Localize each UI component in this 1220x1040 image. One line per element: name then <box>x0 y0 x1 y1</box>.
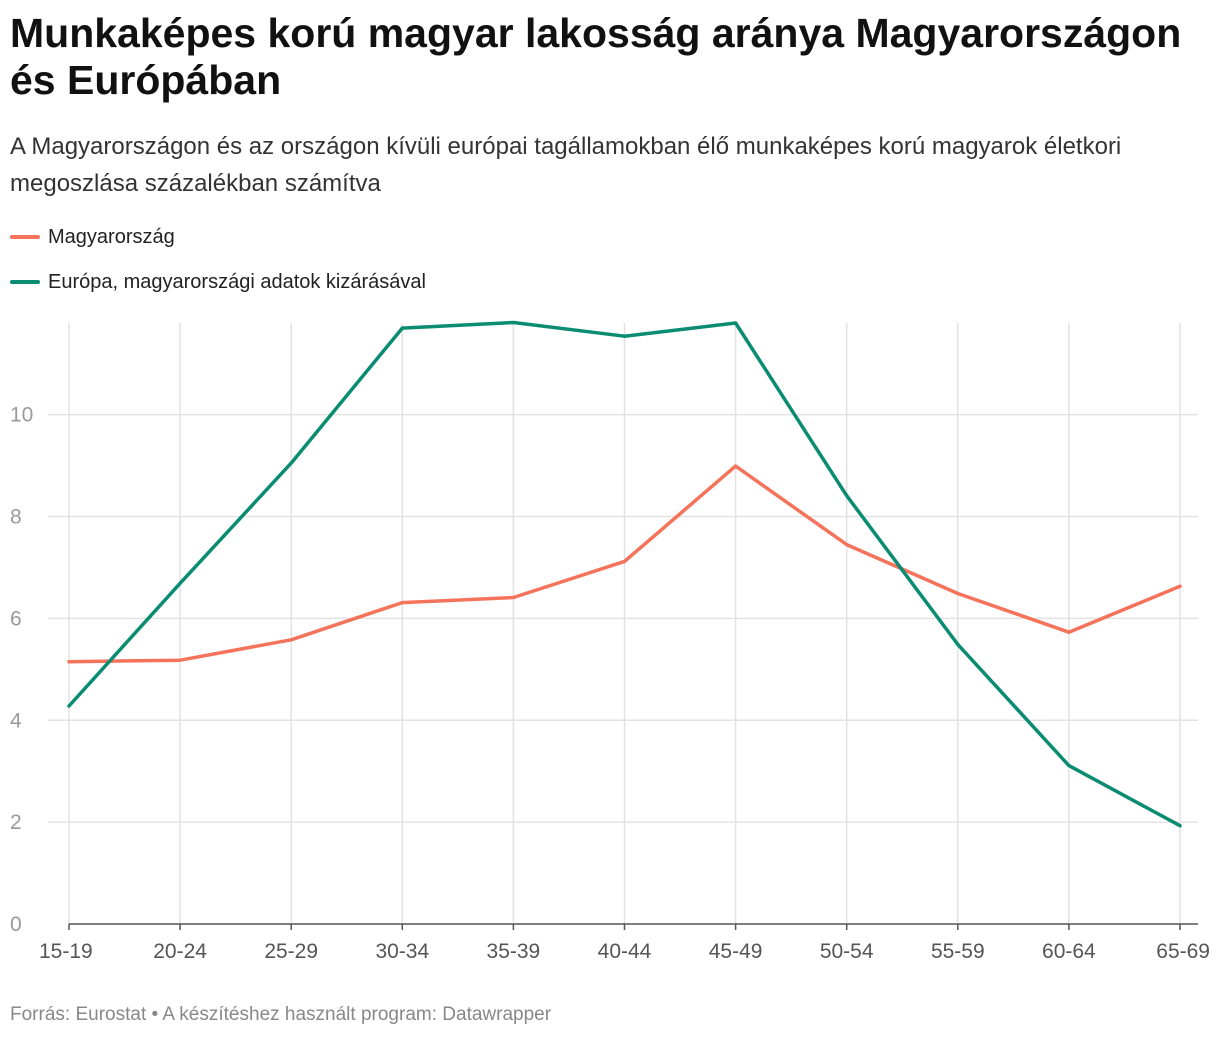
data-point-europe-55-59 <box>956 642 960 646</box>
data-point-europe-40-44 <box>622 334 627 338</box>
data-point-europe-60-64 <box>1067 764 1071 768</box>
footer-separator: • <box>151 1004 159 1025</box>
legend-label-hungary: Magyarország <box>48 225 175 248</box>
data-point-europe-20-24 <box>178 581 182 585</box>
data-point-hungary-45-49 <box>734 464 738 468</box>
legend: Magyarország Európa, magyarországi adato… <box>10 222 426 312</box>
grid-layer <box>48 323 1198 930</box>
x-tick-label-55-59: 55-59 <box>931 940 985 963</box>
tool-name: Datawrapper <box>442 1004 552 1025</box>
legend-item-hungary: Magyarország <box>10 222 426 252</box>
data-point-europe-30-34 <box>400 326 404 330</box>
y-tick-label-4: 4 <box>10 709 22 732</box>
x-tick-label-40-44: 40-44 <box>598 940 652 963</box>
data-point-europe-45-49 <box>734 321 738 325</box>
x-tick-label-15-19: 15-19 <box>39 940 93 963</box>
legend-swatch-europe <box>10 280 40 284</box>
tick-label-layer: 0 2 4 6 8 10 15-19 20-24 25-29 30-34 35-39 40-44 45-… <box>10 404 1210 963</box>
chart-subtitle: A Magyarországon és az országon kívüli e… <box>10 133 1122 197</box>
data-point-europe-35-39 <box>511 320 515 325</box>
x-tick-label-45-49: 45-49 <box>709 940 763 963</box>
data-point-hungary-40-44 <box>622 559 627 563</box>
data-point-hungary-30-34 <box>400 601 404 605</box>
legend-label-europe: Európa, magyarországi adatok kizárásával <box>48 270 426 293</box>
data-point-hungary-20-24 <box>178 658 182 662</box>
legend-item-europe: Európa, magyarországi adatok kizárásával <box>10 267 426 297</box>
x-tick-label-35-39: 35-39 <box>487 940 541 963</box>
data-point-hungary-15-19 <box>67 660 71 664</box>
data-point-hungary-55-59 <box>956 591 960 596</box>
source-name: Eurostat <box>75 1004 147 1025</box>
x-tick-label-20-24: 20-24 <box>153 940 207 963</box>
x-tick-label-65-69: 65-69 <box>1156 940 1210 963</box>
y-tick-label-2: 2 <box>10 811 22 834</box>
series-layer <box>67 320 1182 828</box>
chart-title: Munkaképes korú magyar lakosság aránya M… <box>10 10 1182 103</box>
x-tick-label-60-64: 60-64 <box>1042 940 1096 963</box>
data-point-europe-50-54 <box>845 494 849 498</box>
x-tick-label-50-54: 50-54 <box>820 940 874 963</box>
y-tick-label-8: 8 <box>10 506 22 529</box>
data-point-europe-25-29 <box>289 461 293 465</box>
y-tick-label-0: 0 <box>10 913 22 936</box>
x-tick-label-30-34: 30-34 <box>375 940 429 963</box>
data-point-europe-15-19 <box>67 704 71 708</box>
data-point-europe-65-69 <box>1178 824 1182 828</box>
data-point-hungary-65-69 <box>1178 584 1182 588</box>
tool-label: A készítéshez használt program: <box>162 1004 437 1025</box>
source-label: Forrás: <box>10 1004 71 1025</box>
y-tick-label-6: 6 <box>10 607 22 630</box>
data-point-hungary-60-64 <box>1067 630 1071 634</box>
legend-swatch-hungary <box>10 235 40 239</box>
data-point-hungary-35-39 <box>511 595 515 600</box>
data-point-hungary-50-54 <box>845 542 849 547</box>
line-chart: 0 2 4 6 8 10 15-19 20-24 25-29 30-34 35-39 40-44 45-… <box>10 320 1210 963</box>
data-point-hungary-25-29 <box>289 638 293 642</box>
x-tick-label-25-29: 25-29 <box>264 940 318 963</box>
chart-footer: Forrás: Eurostat • A készítéshez használ… <box>10 1004 551 1026</box>
y-tick-label-10: 10 <box>10 404 33 427</box>
